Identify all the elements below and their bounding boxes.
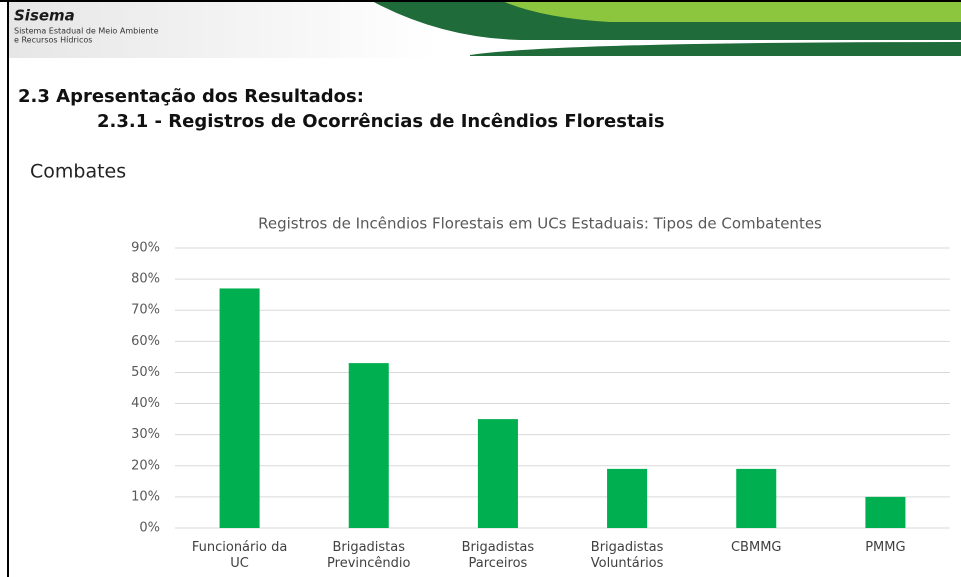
- bar: [865, 496, 906, 528]
- brand-subtitle: Sistema Estadual de Meio Ambiente: [14, 27, 159, 36]
- chart-title: Registros de Incêndios Florestais em UCs…: [258, 215, 822, 233]
- y-tick-label: 30%: [131, 427, 160, 442]
- y-tick-label: 10%: [131, 489, 160, 504]
- y-tick-label: 60%: [131, 334, 160, 349]
- x-tick-label: Brigadistas Voluntários: [590, 540, 664, 571]
- bar: [607, 468, 648, 528]
- y-tick-label: 70%: [131, 303, 160, 318]
- y-tick-label: 50%: [131, 365, 160, 380]
- x-tick-label: Brigadistas Parceiros: [461, 540, 535, 571]
- bar: [477, 419, 518, 528]
- x-tick-label: Brigadistas Previncêndio: [327, 540, 411, 571]
- heading: 2.3 Apresentação dos Resultados:: [18, 86, 364, 107]
- section-title: Combates: [30, 161, 126, 183]
- brand: Sisema: [14, 7, 75, 25]
- y-tick-label: 40%: [131, 396, 160, 411]
- x-tick-label: PMMG: [865, 540, 906, 555]
- header-swoosh-light: [500, 0, 961, 22]
- bar: [736, 468, 777, 528]
- header-band: [470, 42, 961, 56]
- x-tick-label: CBMMG: [730, 540, 782, 555]
- y-tick-label: 0%: [139, 521, 160, 536]
- subheading: 2.3.1 - Registros de Ocorrências de Incê…: [97, 111, 665, 132]
- bar: [348, 363, 389, 528]
- y-tick-label: 20%: [131, 458, 160, 473]
- y-tick-label: 90%: [131, 241, 160, 256]
- x-tick-label: Funcionário da UC: [191, 540, 288, 571]
- bar: [219, 288, 260, 528]
- y-tick-label: 80%: [131, 272, 160, 287]
- brand-subtitle: e Recursos Hídricos: [14, 36, 92, 45]
